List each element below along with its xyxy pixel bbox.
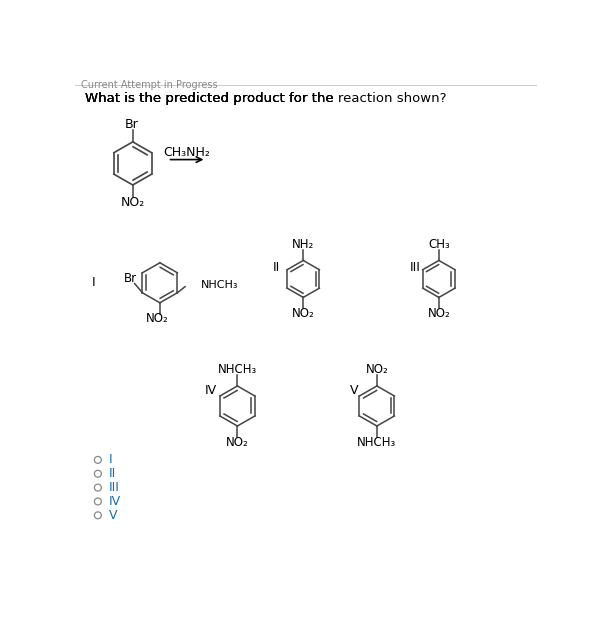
Text: NHCH₃: NHCH₃	[357, 436, 396, 449]
Text: NO₂: NO₂	[365, 363, 388, 376]
Text: NO₂: NO₂	[121, 196, 145, 209]
Text: IV: IV	[205, 384, 217, 397]
Text: Br: Br	[124, 273, 137, 285]
Text: III: III	[109, 481, 119, 494]
Text: What is the predicted product for the: What is the predicted product for the	[85, 92, 338, 105]
Text: NH₂: NH₂	[292, 238, 315, 251]
Text: II: II	[109, 467, 116, 480]
Text: NO₂: NO₂	[226, 436, 249, 449]
Text: III: III	[410, 261, 420, 274]
Text: NO₂: NO₂	[427, 307, 450, 320]
Text: CH₃: CH₃	[428, 238, 450, 251]
Text: V: V	[350, 384, 358, 397]
Text: II: II	[272, 261, 279, 274]
Text: NHCH₃: NHCH₃	[218, 363, 257, 376]
Text: CH₃NH₂: CH₃NH₂	[164, 146, 210, 159]
Text: I: I	[109, 454, 112, 466]
Text: V: V	[109, 509, 117, 522]
Text: What is the predicted product for the: What is the predicted product for the	[85, 92, 338, 105]
Text: Current Attempt in Progress: Current Attempt in Progress	[81, 79, 217, 89]
Text: IV: IV	[109, 495, 121, 508]
Text: NO₂: NO₂	[292, 307, 315, 320]
Text: Br: Br	[124, 119, 138, 132]
Text: What is the predicted product for the reaction shown?: What is the predicted product for the re…	[85, 92, 447, 105]
Text: NO₂: NO₂	[146, 313, 168, 326]
Text: I: I	[92, 276, 96, 290]
Text: NHCH₃: NHCH₃	[201, 280, 238, 290]
